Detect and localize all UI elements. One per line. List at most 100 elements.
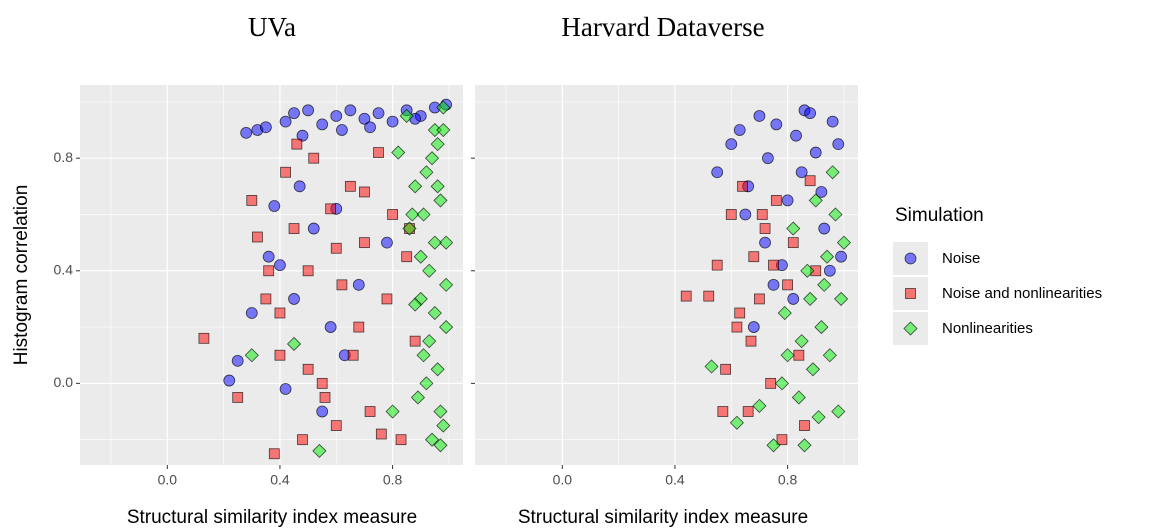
- point: [373, 147, 384, 158]
- point: [737, 180, 748, 192]
- point: [811, 410, 826, 425]
- x-tick-label: 0.8: [778, 472, 798, 488]
- point: [268, 200, 281, 212]
- point: [316, 405, 329, 418]
- point: [262, 250, 275, 263]
- point: [834, 291, 849, 306]
- y-axis-label: Histogram correlation: [11, 185, 32, 366]
- legend-title: Simulation: [895, 205, 984, 226]
- point: [330, 420, 342, 431]
- point: [777, 305, 792, 321]
- point: [416, 207, 431, 222]
- point: [826, 115, 839, 128]
- x-tick-label: 0.4: [665, 472, 685, 488]
- point: [316, 118, 329, 131]
- point: [245, 307, 258, 319]
- point: [836, 235, 851, 250]
- point: [766, 438, 781, 453]
- point: [422, 263, 437, 278]
- point: [774, 376, 790, 391]
- legend-label: Noise: [942, 250, 980, 267]
- point: [433, 193, 448, 208]
- point: [703, 290, 715, 302]
- point: [268, 448, 280, 460]
- y-tick-label: 0.8: [54, 149, 74, 165]
- point: [352, 278, 365, 291]
- point: [297, 434, 308, 446]
- point: [364, 406, 376, 417]
- point: [439, 235, 454, 250]
- point: [279, 383, 292, 395]
- point: [296, 129, 309, 142]
- point: [274, 259, 286, 272]
- legend-label: Nonlinearities: [942, 320, 1033, 337]
- point: [316, 377, 328, 389]
- point: [312, 443, 327, 458]
- point: [395, 434, 407, 446]
- point: [729, 415, 744, 430]
- point: [786, 221, 801, 236]
- point: [291, 138, 303, 150]
- point: [803, 291, 818, 306]
- point: [905, 288, 916, 299]
- point: [427, 235, 442, 250]
- point: [790, 129, 802, 142]
- point: [799, 420, 810, 431]
- point: [731, 321, 743, 333]
- point: [752, 398, 767, 413]
- point: [800, 263, 815, 278]
- panel-background: [475, 85, 858, 465]
- point: [302, 104, 315, 117]
- point: [439, 320, 454, 335]
- point: [436, 418, 451, 433]
- point: [725, 138, 738, 151]
- x-tick-label: 0.4: [270, 472, 290, 488]
- point: [409, 335, 421, 347]
- point: [711, 259, 723, 271]
- point: [725, 209, 737, 220]
- point: [308, 152, 320, 164]
- point: [427, 305, 442, 321]
- point: [399, 108, 414, 124]
- point: [791, 390, 806, 405]
- x-tick-label: 0.8: [383, 472, 403, 488]
- point: [734, 307, 746, 319]
- point: [808, 193, 823, 208]
- point: [424, 432, 440, 447]
- point: [809, 146, 822, 159]
- point: [307, 222, 320, 235]
- point: [733, 124, 746, 136]
- point: [825, 165, 840, 180]
- point: [430, 179, 445, 194]
- x-axis-label: Structural similarity index measure: [127, 507, 417, 528]
- point: [439, 277, 454, 292]
- point: [419, 376, 434, 391]
- point: [232, 392, 244, 403]
- point: [753, 110, 766, 122]
- point: [286, 336, 302, 352]
- point: [433, 438, 448, 453]
- point: [835, 250, 848, 263]
- point: [223, 374, 236, 387]
- point: [787, 293, 800, 305]
- point: [823, 264, 836, 277]
- point: [781, 194, 794, 207]
- point: [302, 363, 314, 375]
- point: [831, 404, 846, 419]
- panel-title: UVa: [248, 12, 296, 42]
- point: [381, 236, 393, 249]
- point: [680, 290, 692, 302]
- point: [408, 179, 423, 194]
- point: [330, 110, 343, 122]
- point: [387, 209, 398, 220]
- point: [288, 107, 300, 120]
- point: [711, 166, 724, 179]
- x-tick-label: 0.0: [158, 472, 178, 488]
- point: [402, 221, 417, 236]
- point: [747, 321, 760, 333]
- point: [776, 434, 788, 446]
- point: [770, 195, 782, 206]
- point: [381, 293, 393, 305]
- point: [263, 265, 275, 277]
- point: [288, 293, 300, 305]
